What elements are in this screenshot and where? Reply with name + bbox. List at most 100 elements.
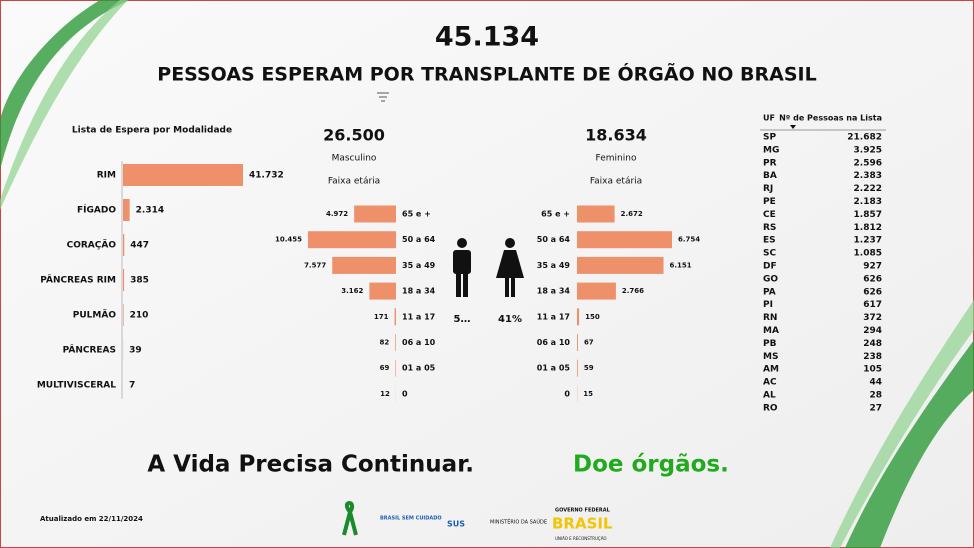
call-to-action: Doe órgãos. — [573, 452, 729, 478]
category-label: 18 a 34 — [537, 287, 571, 296]
category-label: 35 a 49 — [402, 261, 436, 270]
category-label: 01 a 05 — [402, 364, 436, 373]
category-label: 01 a 05 — [537, 364, 571, 373]
category-label: 65 e + — [402, 210, 431, 219]
table-cell: 617 — [863, 300, 882, 310]
value-label: 3.162 — [341, 287, 363, 295]
table-cell: 1.812 — [854, 223, 882, 233]
table-cell: ES — [763, 236, 776, 246]
headline: PESSOAS ESPERAM POR TRANSPLANTE DE ÓRGÃO… — [157, 62, 816, 86]
bar — [577, 231, 672, 249]
bar — [577, 334, 578, 351]
kpi-label: Masculino — [332, 154, 377, 164]
category-label: 11 a 17 — [402, 312, 435, 321]
bar — [123, 164, 243, 186]
category-label: CORAÇÃO — [67, 240, 117, 251]
table-cell: MG — [763, 145, 779, 155]
chart-title: Lista de Espera por Modalidade — [72, 126, 232, 136]
table-cell: 294 — [863, 326, 882, 336]
category-label: 06 a 10 — [402, 338, 436, 347]
table-cell: 626 — [863, 274, 882, 284]
table-cell: MA — [763, 326, 779, 336]
table-cell: CE — [763, 210, 776, 220]
bar — [395, 359, 396, 377]
value-label: 7.577 — [304, 261, 326, 269]
male-icon — [453, 238, 471, 297]
bar — [394, 308, 396, 326]
category-label: MULTIVISCERAL — [37, 381, 116, 391]
table-cell: GO — [763, 274, 778, 284]
decor — [830, 300, 974, 548]
value-label: 6.151 — [670, 261, 692, 269]
table-cell: SC — [763, 249, 776, 259]
logo: UNIÃO E RECONSTRUÇÃO — [555, 536, 607, 541]
table-cell: 21.682 — [847, 133, 882, 143]
table-cell: DF — [763, 262, 777, 272]
ribbon — [342, 501, 358, 536]
table-cell: RS — [763, 223, 776, 233]
table-cell: PA — [763, 287, 776, 297]
category-label: 06 a 10 — [537, 338, 571, 347]
logo: GOVERNO FEDERAL — [555, 508, 611, 514]
table-cell: PR — [763, 158, 777, 168]
value-label: 6.754 — [678, 236, 700, 244]
category-label: FÍGADO — [77, 204, 116, 216]
value-label: 15 — [583, 390, 593, 398]
bar — [577, 205, 615, 223]
bar — [577, 282, 616, 300]
female-icon — [496, 238, 524, 297]
kpi: 26.500 — [323, 126, 385, 145]
category-label: 35 a 49 — [537, 261, 571, 270]
table-cell: BA — [763, 171, 777, 181]
slogan: A Vida Precisa Continuar. — [147, 452, 474, 478]
category-label: RIM — [97, 171, 116, 181]
value-label: 39 — [129, 346, 142, 356]
decor — [0, 0, 130, 170]
table-cell: 2.222 — [854, 184, 882, 194]
value-label: 59 — [584, 364, 594, 372]
table-cell: SP — [763, 133, 776, 143]
value-label: 69 — [380, 364, 390, 372]
bar — [308, 231, 396, 249]
value-label: 210 — [130, 311, 149, 321]
table-cell: 2.383 — [854, 171, 882, 181]
value-label: 41.732 — [249, 171, 284, 181]
table-cell: 1.085 — [854, 249, 882, 259]
table-cell: 105 — [863, 365, 882, 375]
category-label: 0 — [564, 389, 570, 398]
value-label: 2.672 — [621, 210, 643, 218]
value-label: 67 — [584, 339, 594, 347]
sort-icon — [790, 125, 796, 129]
category-label: 50 a 64 — [402, 235, 436, 244]
decor — [845, 340, 974, 548]
kpi: 18.634 — [585, 126, 647, 145]
category-label: PÂNCREAS — [63, 344, 116, 356]
bar — [369, 282, 396, 300]
table-cell: PE — [763, 197, 776, 207]
table-cell: AL — [763, 391, 776, 401]
table-cell: 927 — [863, 262, 882, 272]
logo: BRASIL — [552, 515, 613, 533]
table-header: UF — [763, 114, 775, 123]
axis-label: Faixa etária — [328, 177, 380, 187]
logo: SUS — [447, 520, 465, 529]
table-cell: 626 — [863, 287, 882, 297]
bar — [577, 359, 578, 377]
value-label: 447 — [130, 241, 149, 251]
value-label: 10.455 — [275, 236, 302, 244]
value-label: 2.766 — [622, 287, 644, 295]
table-cell: MS — [763, 352, 778, 362]
filter-icon — [377, 92, 389, 102]
table-cell: 2.183 — [854, 197, 882, 207]
value-label: 385 — [130, 276, 149, 286]
table-cell: 372 — [863, 313, 882, 323]
bar — [354, 205, 396, 223]
axis-label: Faixa etária — [590, 177, 642, 187]
table-cell: 44 — [869, 378, 882, 388]
category-label: 65 e + — [541, 210, 570, 219]
table-cell: RO — [763, 403, 778, 413]
table-cell: PB — [763, 339, 777, 349]
table-cell: 2.596 — [854, 158, 882, 168]
kpi-label: Feminino — [596, 154, 637, 164]
